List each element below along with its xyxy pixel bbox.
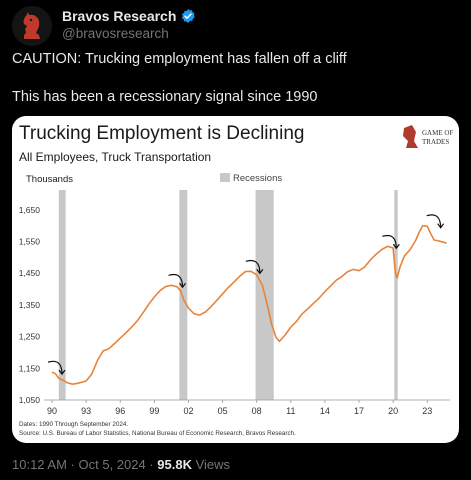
- x-tick-label: 05: [218, 406, 228, 416]
- peak-arrow-0: [47, 360, 63, 375]
- views-count: 95.8K: [157, 457, 192, 472]
- tweet-line-1: CAUTION: Trucking employment has fallen …: [12, 51, 347, 67]
- x-tick-label: 23: [422, 406, 432, 416]
- legend-recession-swatch: [220, 173, 230, 182]
- y-tick-label: 1,050: [19, 395, 41, 405]
- chart-title: Trucking Employment is Declining: [19, 123, 304, 144]
- y-tick-label: 1,550: [19, 237, 41, 247]
- x-tick-label: 90: [47, 406, 57, 416]
- y-tick-label: 1,350: [19, 300, 41, 310]
- x-tick-label: 02: [183, 406, 193, 416]
- peak-arrowhead-0: [58, 369, 66, 376]
- x-tick-label: 08: [252, 406, 262, 416]
- chart: Trucking Employment is Declining All Emp…: [19, 123, 454, 437]
- x-tick-label: 20: [388, 406, 398, 416]
- y-axis-ticks: 1,050 1,150 1,250 1,350 1,450 1,550 1,650: [19, 205, 41, 405]
- peak-annotation-arrows: [47, 214, 445, 376]
- tweet-text: CAUTION: Trucking employment has fallen …: [12, 50, 459, 107]
- y-tick-label: 1,650: [19, 205, 41, 215]
- x-tick-label: 96: [115, 406, 125, 416]
- author-avatar[interactable]: [12, 6, 52, 46]
- x-tick-label: 93: [81, 406, 91, 416]
- tweet-date[interactable]: Oct 5, 2024: [78, 457, 146, 472]
- x-tick-label: 99: [149, 406, 159, 416]
- recession-band-3: [394, 190, 398, 400]
- peak-arrow-3: [382, 234, 397, 249]
- tweet-meta: 10:12 AM · Oct 5, 2024 · 95.8K Views: [12, 457, 230, 472]
- game-of-trades-logo: GAME OF TRADES: [403, 125, 453, 148]
- knight-avatar-icon: [12, 6, 52, 46]
- peak-arrowhead-4: [437, 223, 445, 229]
- footnote-source: Source: U.S. Bureau of Labor Statistics,…: [19, 430, 296, 437]
- x-tick-label: 17: [354, 406, 364, 416]
- footnote-dates: Dates: 1990 Through September 2024.: [19, 421, 128, 428]
- y-axis-label: Thousands: [26, 174, 73, 185]
- tweet-header: Bravos Research @bravosresearch: [12, 6, 459, 46]
- logo-text-bottom: TRADES: [422, 138, 449, 146]
- recession-band-1: [179, 190, 188, 400]
- author-handle[interactable]: @bravosresearch: [62, 26, 169, 41]
- recession-band-0: [58, 190, 66, 400]
- peak-arrowhead-3: [392, 243, 400, 250]
- peak-arrow-2: [245, 259, 261, 274]
- peak-arrowhead-2: [256, 268, 264, 275]
- legend-recessions: Recessions: [233, 173, 282, 184]
- x-tick-label: 11: [286, 406, 295, 416]
- x-axis-ticks: 90 93 96 99 02 05 08 11 14 17 20 23: [47, 400, 432, 416]
- peak-arrow-1: [168, 273, 184, 288]
- logo-text-top: GAME OF: [422, 129, 453, 137]
- recession-bands: [58, 190, 398, 400]
- tweet-line-2: This has been a recessionary signal sinc…: [12, 89, 318, 105]
- chart-subtitle: All Employees, Truck Transportation: [19, 150, 211, 164]
- chart-image-card[interactable]: Trucking Employment is Declining All Emp…: [12, 116, 459, 443]
- peak-arrow-4: [426, 214, 442, 228]
- tweet-time[interactable]: 10:12 AM: [12, 457, 67, 472]
- author-name[interactable]: Bravos Research: [62, 8, 177, 24]
- meta-separator-2: ·: [145, 457, 158, 472]
- y-tick-label: 1,450: [19, 268, 41, 278]
- views-label: Views: [195, 457, 231, 472]
- verified-badge-icon: [182, 9, 196, 23]
- x-tick-label: 14: [320, 406, 330, 416]
- y-tick-label: 1,250: [19, 332, 41, 342]
- y-tick-label: 1,150: [19, 363, 41, 373]
- peak-arrowhead-1: [179, 282, 187, 289]
- series-trucking-employment-line: [51, 224, 447, 385]
- meta-separator: ·: [66, 457, 79, 472]
